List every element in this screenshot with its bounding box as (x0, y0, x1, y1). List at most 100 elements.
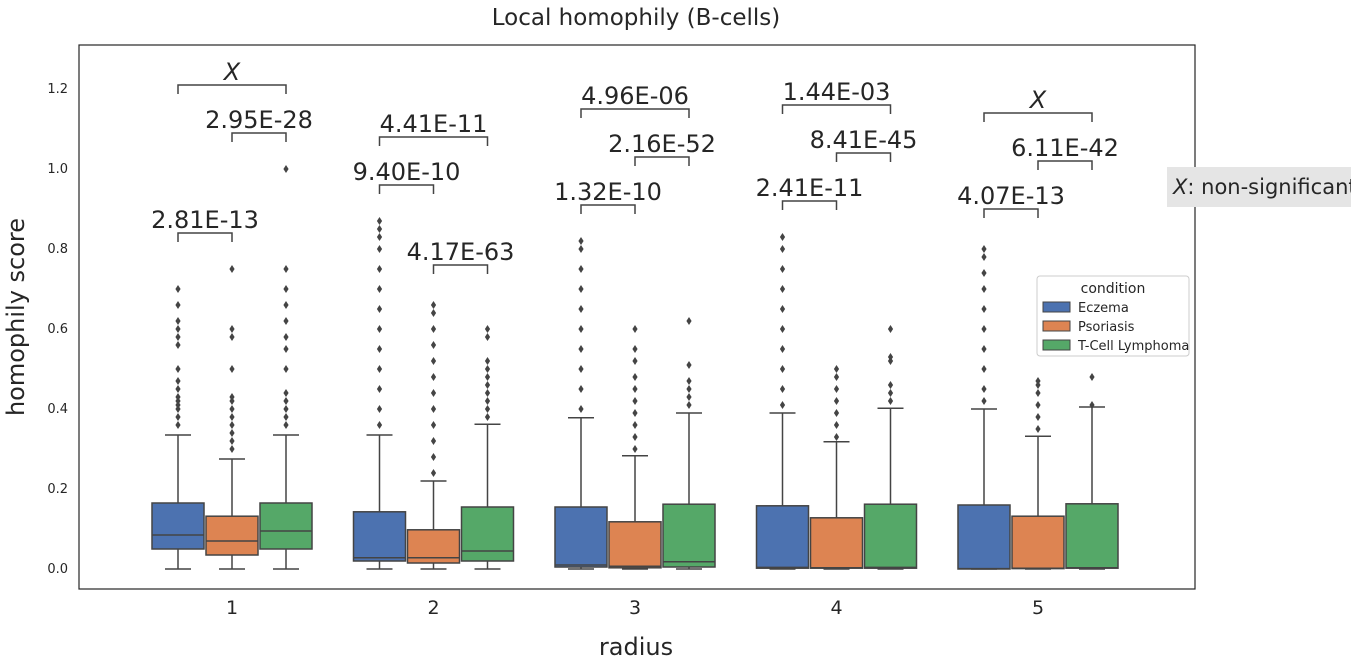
outlier-point (283, 333, 289, 341)
outlier-point (376, 365, 383, 373)
outlier-point (1035, 401, 1041, 409)
outlier-point (686, 385, 692, 393)
box-body (259, 502, 313, 550)
box-body (460, 506, 515, 562)
outlier-point (430, 453, 437, 461)
legend-label: Eczema (1078, 301, 1129, 316)
outlier-point (283, 397, 289, 405)
legend-swatch (1042, 320, 1071, 332)
box-t-cell-lymphoma-5 (1065, 373, 1119, 570)
outlier-point (632, 445, 638, 453)
outlier-point (376, 285, 383, 293)
outlier-point (779, 285, 786, 293)
annotation-5-0-2: X (983, 86, 1093, 122)
outlier-point (229, 445, 235, 453)
annotation-label: 6.11E-42 (1011, 134, 1119, 162)
outlier-point (376, 405, 383, 413)
annotation-1-0-1: 2.81E-13 (151, 206, 259, 242)
box-body (809, 517, 864, 569)
outlier-point (283, 405, 289, 413)
y-tick-label: 1.0 (47, 162, 68, 177)
outlier-point (484, 357, 491, 365)
legend-entry-t-cell-lymphoma: T-Cell Lymphoma (1042, 339, 1189, 354)
x-tick-label: 1 (226, 597, 238, 619)
outlier-point (283, 285, 289, 293)
outlier-point (484, 397, 491, 405)
outlier-point (833, 373, 840, 381)
box-eczema-2 (352, 217, 407, 570)
outlier-point (578, 285, 584, 293)
box-body (608, 521, 662, 569)
outlier-point (376, 245, 383, 253)
box-eczema-5 (957, 245, 1011, 570)
outlier-point (981, 325, 987, 333)
legend: condition Eczema Psoriasis T-Cell Lymphoma (1036, 275, 1190, 357)
outlier-point (578, 265, 584, 273)
annotation-1-0-2: X (177, 58, 287, 94)
outlier-point (283, 389, 289, 397)
outlier-point (283, 265, 289, 273)
outlier-point (376, 385, 383, 393)
outlier-point (430, 469, 437, 477)
outlier-point (1089, 401, 1095, 409)
outlier-point (981, 269, 987, 277)
outlier-point (283, 345, 289, 353)
outlier-point (887, 325, 894, 333)
box-body (554, 506, 608, 568)
outlier-point (283, 365, 289, 373)
annotation-label: 1.32E-10 (554, 178, 662, 206)
outlier-point (430, 325, 437, 333)
outlier-point (484, 389, 491, 397)
annotation-bracket (781, 104, 892, 114)
y-tick-label: 0.6 (47, 322, 68, 337)
annotation-bracket (983, 112, 1093, 122)
note-background (1167, 167, 1351, 207)
annotation-bracket (835, 152, 892, 162)
outlier-point (283, 317, 289, 325)
outlier-point (686, 361, 692, 369)
annotation-2-0-2: 4.41E-11 (378, 110, 489, 146)
outlier-point (833, 409, 840, 417)
outlier-point (686, 317, 692, 325)
x-tick-label: 3 (629, 597, 641, 619)
y-tick-label: 0.2 (47, 482, 68, 497)
annotation-label: 4.17E-63 (407, 238, 515, 266)
outlier-point (229, 405, 235, 413)
y-tick-label: 0.8 (47, 242, 68, 257)
box-psoriasis-5 (1011, 377, 1065, 570)
annotation-4-1-2: 8.41E-45 (810, 126, 917, 162)
box-t-cell-lymphoma-4 (863, 325, 918, 570)
annotation-3-1-2: 2.16E-52 (608, 130, 716, 166)
outlier-point (981, 285, 987, 293)
legend-label: Psoriasis (1078, 320, 1135, 335)
annotation-bracket (1037, 160, 1093, 170)
outlier-point (981, 345, 987, 353)
x-tick-label: 2 (427, 597, 439, 619)
box-body (205, 515, 259, 556)
outlier-point (484, 373, 491, 381)
annotation-3-0-2: 4.96E-06 (580, 82, 690, 118)
outlier-point (981, 397, 987, 405)
annotation-bracket (378, 184, 435, 194)
box-eczema-4 (755, 233, 810, 570)
annotation-2-1-2: 4.17E-63 (407, 238, 515, 274)
box-psoriasis-1 (205, 265, 259, 570)
outlier-point (376, 305, 383, 313)
outlier-point (1035, 389, 1041, 397)
x-tick-label: 5 (1032, 597, 1044, 619)
annotation-bracket (580, 108, 690, 118)
note-symbol: X (1172, 175, 1188, 199)
legend-entry-eczema: Eczema (1042, 301, 1129, 316)
outlier-point (229, 429, 235, 437)
annotation-bracket (177, 84, 287, 94)
outlier-point (1035, 413, 1041, 421)
annotation-1-1-2: 2.95E-28 (205, 106, 313, 142)
outlier-point (632, 357, 638, 365)
outlier-point (229, 365, 235, 373)
significance-annotations: 2.81E-13 2.95E-28 X 9.40E-10 4.17E-63 4.41E-1… (151, 58, 1119, 274)
outlier-point (779, 401, 786, 409)
outlier-point (484, 381, 491, 389)
outlier-point (229, 393, 235, 401)
box-body (957, 504, 1011, 570)
